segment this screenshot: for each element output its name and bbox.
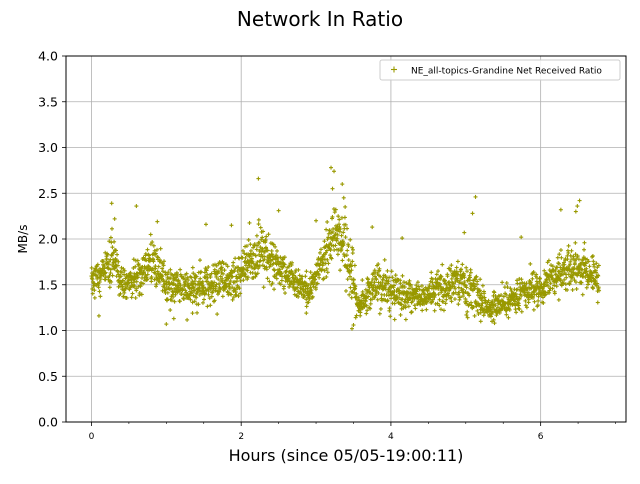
chart-title: Network In Ratio: [237, 7, 403, 31]
